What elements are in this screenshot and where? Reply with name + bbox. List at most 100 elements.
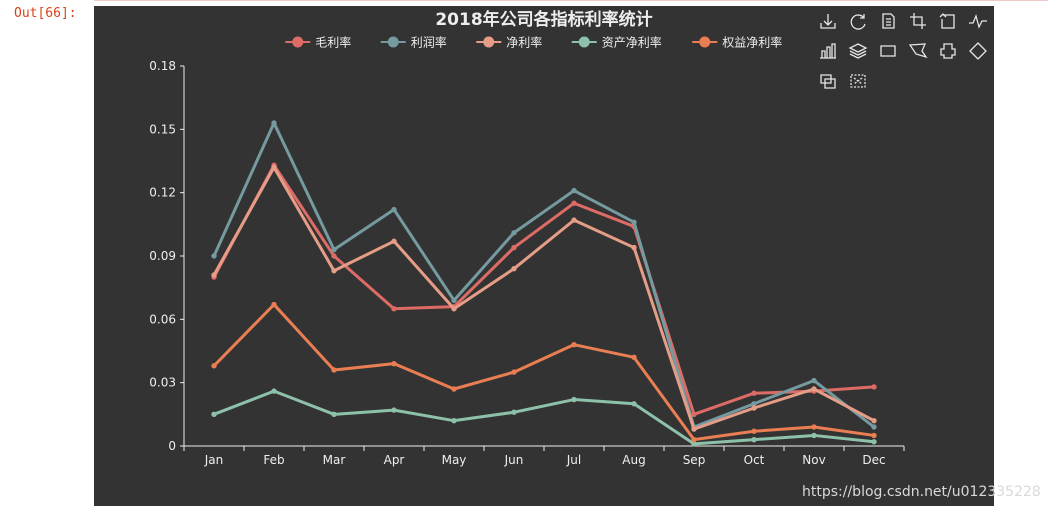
data-point[interactable] (691, 426, 697, 432)
chart-panel: 2018年公司各指标利率统计 毛利率 利润率 净利率 资产净利率 权益净利率 0 0.03… (94, 6, 994, 506)
data-point[interactable] (331, 268, 337, 274)
data-point[interactable] (211, 272, 217, 278)
legend-label: 毛利率 (315, 35, 351, 50)
data-point[interactable] (631, 244, 637, 251)
data-point[interactable] (391, 360, 397, 367)
series-line (212, 163, 875, 416)
data-point[interactable] (571, 341, 577, 348)
data-point[interactable] (571, 200, 577, 206)
data-point[interactable] (871, 424, 877, 430)
data-point[interactable] (631, 401, 637, 407)
legend: 毛利率 利润率 净利率 资产净利率 权益净利率 (285, 35, 782, 50)
legend-label: 权益净利率 (722, 35, 782, 50)
data-point[interactable] (811, 432, 817, 439)
data-point[interactable] (271, 388, 277, 394)
data-point[interactable] (751, 390, 757, 396)
series-line (212, 121, 875, 429)
stack-icon[interactable] (848, 41, 868, 61)
legend-label: 利润率 (411, 35, 447, 50)
data-point[interactable] (571, 217, 577, 223)
data-point[interactable] (811, 424, 817, 430)
data-point[interactable] (871, 432, 877, 439)
data-point[interactable] (451, 297, 457, 304)
data-point[interactable] (751, 436, 757, 443)
download-icon[interactable] (818, 11, 838, 31)
data-point[interactable] (331, 411, 337, 418)
legend-label: 净利率 (506, 35, 542, 50)
x-tick-label: Aug (622, 453, 645, 467)
data-point[interactable] (271, 164, 277, 171)
data-point[interactable] (871, 384, 877, 390)
data-point[interactable] (391, 407, 397, 413)
data-point[interactable] (331, 246, 337, 253)
data-point[interactable] (211, 411, 217, 418)
data-view-icon[interactable] (878, 11, 898, 31)
data-point[interactable] (871, 417, 877, 424)
data-point[interactable] (511, 409, 517, 415)
x-tick-label: Jun (504, 453, 524, 467)
legend-item[interactable]: 利润率 (380, 35, 447, 50)
legend-marker-icon (578, 36, 590, 48)
series-group (211, 120, 877, 447)
line-chart-icon[interactable] (968, 11, 988, 31)
line-chart: 2018年公司各指标利率统计 毛利率 利润率 净利率 资产净利率 权益净利率 0 0.03… (149, 9, 988, 467)
data-point[interactable] (871, 439, 877, 445)
toolbox (818, 11, 988, 91)
y-tick-label: 0 (168, 439, 176, 453)
series-line (212, 165, 875, 431)
refresh-icon[interactable] (848, 11, 868, 31)
data-point[interactable] (391, 238, 397, 244)
data-point[interactable] (451, 386, 457, 392)
legend-item[interactable]: 资产净利率 (571, 35, 662, 50)
x-tick-label: Apr (384, 453, 405, 467)
legend-label: 资产净利率 (602, 35, 662, 50)
clear-select-icon[interactable] (968, 41, 988, 61)
data-point[interactable] (751, 405, 757, 411)
data-point[interactable] (451, 306, 457, 312)
brush-icon[interactable] (818, 71, 838, 91)
data-point[interactable] (331, 253, 337, 259)
rect-select-icon[interactable] (878, 41, 898, 61)
data-point[interactable] (511, 265, 517, 272)
data-point[interactable] (691, 411, 697, 418)
data-point[interactable] (511, 244, 517, 251)
data-point[interactable] (271, 120, 277, 126)
polygon-select-icon[interactable] (908, 41, 928, 61)
y-tick-label: 0.12 (149, 186, 176, 200)
y-tick-label: 0.15 (149, 122, 176, 136)
data-point[interactable] (571, 396, 577, 403)
y-tick-label: 0.09 (149, 249, 176, 263)
data-point[interactable] (451, 417, 457, 424)
data-point[interactable] (811, 377, 817, 384)
data-point[interactable] (391, 306, 397, 312)
data-point[interactable] (631, 354, 637, 361)
zoom-icon[interactable] (908, 11, 928, 31)
bar-chart-icon[interactable] (818, 41, 838, 61)
data-point[interactable] (511, 369, 517, 375)
data-point[interactable] (811, 386, 817, 392)
data-point[interactable] (691, 436, 697, 443)
zoom-reset-icon[interactable] (938, 11, 958, 31)
cell-top-border (94, 0, 1048, 1)
keep-select-icon[interactable] (938, 41, 958, 61)
series-line (213, 389, 875, 446)
x-tick-label: Nov (802, 453, 825, 467)
data-point[interactable] (211, 253, 217, 259)
data-point[interactable] (631, 219, 637, 225)
data-point[interactable] (271, 301, 277, 308)
x-tick-label: Oct (744, 453, 765, 467)
data-point[interactable] (211, 363, 217, 369)
legend-item[interactable]: 权益净利率 (692, 35, 782, 50)
legend-marker-icon (699, 36, 711, 48)
data-point[interactable] (571, 187, 577, 194)
data-point[interactable] (331, 367, 337, 373)
legend-item[interactable]: 毛利率 (285, 35, 351, 50)
clear-brush-icon[interactable] (848, 71, 868, 91)
x-tick-label: Sep (683, 453, 706, 467)
legend-item[interactable]: 净利率 (476, 35, 542, 50)
x-tick-label: May (442, 453, 467, 467)
watermark: https://blog.csdn.net/u012335228 (802, 484, 1041, 500)
data-point[interactable] (391, 206, 397, 213)
data-point[interactable] (751, 428, 757, 434)
data-point[interactable] (511, 230, 517, 236)
